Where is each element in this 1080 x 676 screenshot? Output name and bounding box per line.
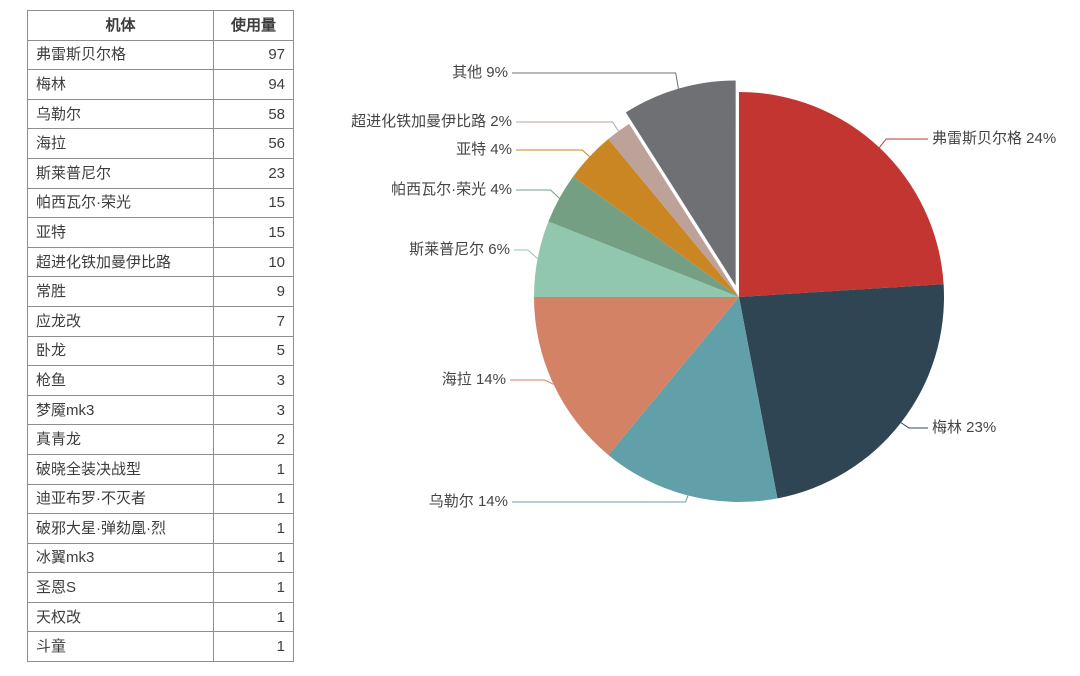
usage-value-cell: 15 — [213, 217, 294, 248]
table-row: 破邪大星·弹劾凰·烈 1 — [27, 513, 294, 544]
mech-name-cell: 帕西瓦尔·荣光 — [27, 187, 214, 219]
header-row: 机体 使用量 — [27, 10, 294, 41]
table-row: 枪鱼 3 — [27, 365, 294, 396]
table-row: 冰翼mk3 1 — [27, 542, 294, 574]
usage-value-cell: 1 — [213, 601, 294, 633]
usage-table: 机体 使用量 弗雷斯贝尔格 97 梅林 94 乌勒尔 58 海拉 56 斯莱普尼尔 23 帕西瓦尔·荣… — [27, 10, 294, 663]
usage-value-cell: 3 — [213, 365, 294, 396]
table-row: 亚特 15 — [27, 217, 294, 248]
mech-name-cell: 海拉 — [27, 128, 214, 159]
usage-value-cell: 56 — [213, 128, 294, 159]
mech-name-cell: 超进化铁加曼伊比路 — [27, 246, 214, 278]
usage-value-cell: 1 — [213, 631, 294, 663]
table-row: 超进化铁加曼伊比路 10 — [27, 246, 294, 278]
column-header-0: 机体 — [27, 10, 214, 41]
usage-value-cell: 3 — [213, 394, 294, 426]
pie-slice-5 — [548, 176, 739, 297]
pie-slice-0 — [739, 92, 944, 297]
table-row: 梅林 94 — [27, 69, 294, 100]
mech-name-cell: 乌勒尔 — [27, 98, 214, 130]
pie-slice-7 — [608, 123, 739, 297]
usage-value-cell: 1 — [213, 513, 294, 544]
pie-slice-2 — [608, 297, 778, 503]
mech-name-cell: 天权改 — [27, 601, 214, 633]
usage-value-cell: 2 — [213, 424, 294, 455]
pie-slice-4 — [534, 221, 739, 297]
pie-slice-1 — [739, 284, 944, 499]
table-row: 天权改 1 — [27, 601, 294, 633]
usage-value-cell: 10 — [213, 246, 294, 278]
usage-value-cell: 1 — [213, 453, 294, 485]
pie-label-line — [878, 138, 928, 148]
usage-table-header: 机体 使用量 — [27, 10, 294, 41]
pie-label-line — [516, 149, 590, 158]
mech-name-cell: 梅林 — [27, 69, 214, 100]
usage-table-body: 弗雷斯贝尔格 97 梅林 94 乌勒尔 58 海拉 56 斯莱普尼尔 23 帕西瓦尔·荣光 15 亚特 1… — [27, 39, 294, 663]
table-row: 破晓全装决战型 1 — [27, 453, 294, 485]
table-row: 帕西瓦尔·荣光 15 — [27, 187, 294, 219]
pie-label-line — [900, 422, 928, 429]
pie-label-line — [510, 379, 554, 385]
pie-label-line — [512, 495, 689, 503]
usage-value-cell: 94 — [213, 69, 294, 100]
mech-name-cell: 斗童 — [27, 631, 214, 663]
table-row: 卧龙 5 — [27, 335, 294, 367]
usage-value-cell: 5 — [213, 335, 294, 367]
column-header-1: 使用量 — [213, 10, 294, 41]
pie-label-line — [516, 189, 560, 199]
mech-name-cell: 圣恩S — [27, 572, 214, 603]
mech-name-cell: 弗雷斯贝尔格 — [27, 39, 214, 71]
table-row: 乌勒尔 58 — [27, 98, 294, 130]
usage-value-cell: 1 — [213, 542, 294, 574]
pie-slice-8 — [625, 80, 736, 286]
pie-label-line — [512, 72, 679, 89]
mech-name-cell: 斯莱普尼尔 — [27, 157, 214, 189]
table-row: 海拉 56 — [27, 128, 294, 159]
pie-slice-3 — [534, 297, 739, 455]
pie-label-line — [516, 121, 619, 132]
table-row: 斗童 1 — [27, 631, 294, 663]
pie-label-line — [514, 249, 538, 259]
usage-value-cell: 23 — [213, 157, 294, 189]
usage-value-cell: 9 — [213, 276, 294, 307]
pie-slice-6 — [573, 139, 739, 297]
mech-name-cell: 破晓全装决战型 — [27, 453, 214, 485]
mech-name-cell: 冰翼mk3 — [27, 542, 214, 574]
table-row: 斯莱普尼尔 23 — [27, 157, 294, 189]
